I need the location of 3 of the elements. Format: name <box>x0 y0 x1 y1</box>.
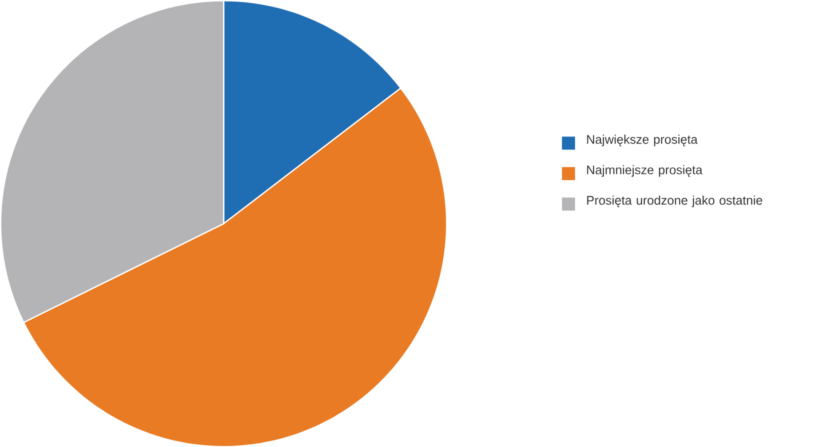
legend-label: Największe prosięta <box>587 134 698 146</box>
legend-label: Najmniejsze prosięta <box>587 164 702 177</box>
legend-label: Prosięta urodzone jako ostatnie <box>587 195 762 208</box>
